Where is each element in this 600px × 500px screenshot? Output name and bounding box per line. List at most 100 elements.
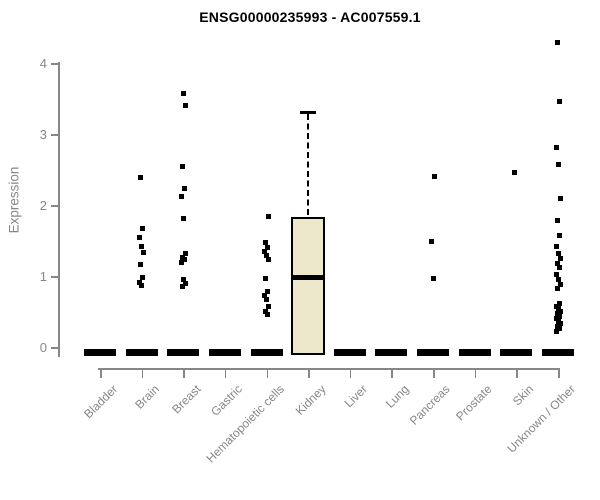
outlier-point (181, 185, 187, 191)
outlier-point (265, 244, 271, 250)
flat-bar (500, 348, 533, 356)
outlier-point (553, 145, 559, 151)
outlier-point (553, 316, 559, 322)
median-line (291, 274, 326, 280)
outlier-point (263, 240, 269, 246)
outlier-point (180, 216, 186, 222)
outlier-point (262, 248, 268, 254)
outlier-point (554, 218, 560, 224)
outlier-point (556, 233, 562, 239)
category-label: Kidney (292, 382, 329, 418)
outlier-point (430, 275, 436, 281)
y-tick-label: 1 (39, 269, 47, 284)
x-tick (391, 368, 393, 378)
x-tick (558, 368, 560, 378)
outlier-point (556, 265, 562, 271)
y-tick-label: 0 (39, 340, 47, 355)
outlier-point (181, 257, 187, 263)
outlier-point (555, 277, 561, 283)
outlier-point (266, 214, 272, 220)
outlier-point (179, 163, 185, 169)
flat-bar (167, 348, 200, 356)
outlier-point (554, 40, 560, 46)
x-tick (141, 368, 144, 378)
y-tick (51, 347, 58, 349)
outlier-point (178, 260, 184, 266)
category-label: Hematopoietic cells (202, 382, 287, 466)
x-tick (100, 368, 102, 378)
outlier-point (428, 239, 434, 244)
flat-bar (125, 348, 158, 356)
y-tick-label: 3 (39, 127, 47, 142)
whisker-line (307, 114, 310, 215)
y-tick (51, 134, 58, 136)
outlier-point (266, 257, 272, 263)
category-label: Pancreas (407, 382, 454, 428)
category-label: Prostate (453, 382, 495, 424)
category-label: Bladder (80, 382, 120, 422)
flat-bar (458, 348, 491, 356)
outlier-point (266, 304, 272, 310)
outlier-point (262, 292, 268, 298)
outlier-point (265, 288, 271, 294)
outlier-point (556, 99, 562, 105)
category-label: Skin (509, 382, 537, 409)
y-tick-label: 2 (39, 198, 47, 213)
category-label: Lung (382, 382, 412, 411)
outlier-point (557, 256, 563, 262)
x-axis-line (98, 368, 559, 370)
flat-bar (208, 348, 241, 356)
category-label: Brain (131, 382, 162, 412)
outlier-point (553, 272, 559, 278)
category-label: Liver (341, 382, 370, 411)
outlier-point (556, 326, 562, 332)
x-tick (183, 368, 185, 378)
outlier-point (557, 196, 563, 202)
outlier-point (264, 296, 270, 302)
x-tick (349, 368, 352, 378)
outlier-point (138, 261, 144, 267)
outlier-point (557, 281, 563, 287)
outlier-point (179, 284, 185, 290)
outlier-point (180, 277, 186, 283)
outlier-point (553, 243, 559, 249)
y-tick (51, 205, 58, 207)
box (291, 216, 326, 355)
outlier-point (182, 251, 188, 257)
outlier-point (555, 251, 561, 257)
x-tick (308, 368, 310, 378)
y-axis-line (58, 62, 60, 357)
flat-bar (417, 348, 450, 356)
outlier-point (555, 306, 561, 312)
outlier-point (557, 309, 563, 315)
whisker-cap (300, 111, 317, 114)
outlier-point (554, 311, 560, 317)
category-label: Breast (168, 382, 204, 417)
outlier-point (556, 314, 562, 320)
outlier-point (557, 321, 563, 327)
outlier-point (139, 283, 145, 289)
outlier-point (431, 173, 437, 179)
x-tick (266, 368, 269, 378)
outlier-point (180, 91, 186, 97)
y-tick (51, 276, 58, 278)
outlier-point (137, 280, 143, 286)
flat-bar (542, 348, 575, 356)
outlier-point (556, 301, 562, 307)
outlier-point (141, 249, 147, 255)
outlier-point (555, 161, 561, 167)
x-tick (516, 368, 518, 378)
outlier-point (553, 329, 559, 335)
outlier-point (264, 253, 270, 259)
category-label: Gastric (208, 382, 245, 419)
y-tick-label: 4 (39, 56, 47, 71)
outlier-point (178, 194, 184, 200)
x-tick (474, 368, 477, 378)
outlier-point (265, 312, 271, 318)
flat-bar (375, 348, 408, 356)
outlier-point (511, 170, 517, 176)
x-tick (224, 368, 227, 378)
outlier-point (554, 285, 560, 291)
